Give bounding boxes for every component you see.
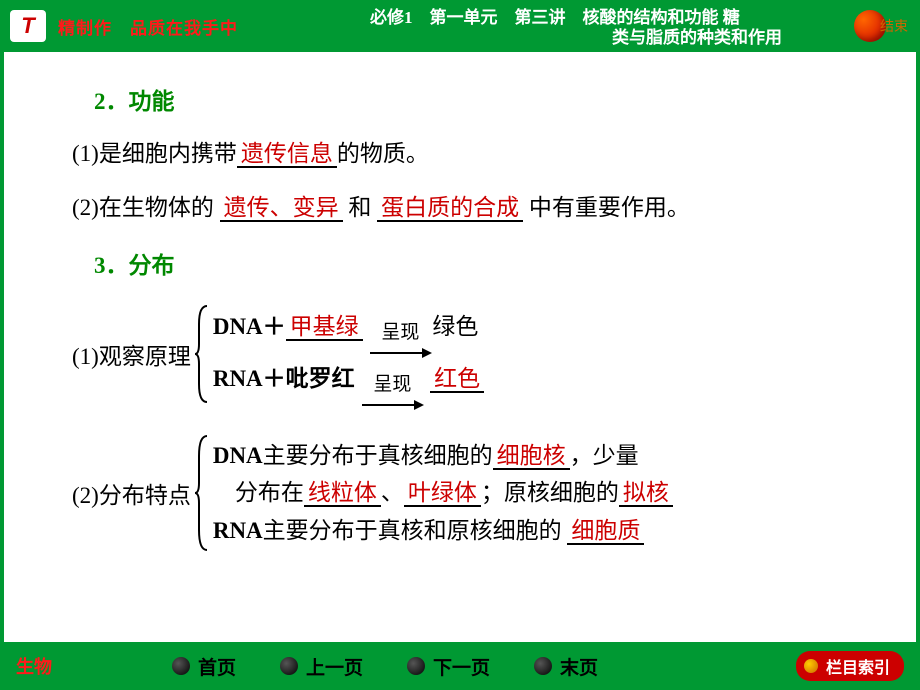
- dot-icon: [407, 657, 425, 675]
- fill-heredity: 遗传、变异: [220, 195, 343, 222]
- logo: T: [10, 10, 46, 42]
- section-3-title: 3．分布: [94, 246, 876, 280]
- nav-next[interactable]: 下一页: [407, 653, 490, 680]
- chapter-title-line1: 必修1 第一单元 第三讲 核酸的结构和功能 糖: [370, 8, 782, 28]
- logo-text: T: [21, 13, 34, 39]
- dot-icon: [280, 657, 298, 675]
- index-label: 栏目索引: [826, 654, 890, 678]
- text: 的物质。: [337, 141, 429, 166]
- dist-label: (2)分布特点: [72, 476, 191, 510]
- function-line-2: (2)在生物体的 遗传、变异 和 蛋白质的合成 中有重要作用。: [72, 192, 876, 224]
- index-button[interactable]: 栏目索引: [796, 651, 904, 681]
- fill-methyl-green: 甲基绿: [286, 314, 363, 341]
- nav-prev[interactable]: 上一页: [280, 653, 363, 680]
- t3: 主要分布于真核和原核细胞的: [263, 518, 562, 543]
- section-2-title: 2．功能: [94, 82, 876, 116]
- text: DNA＋: [213, 314, 286, 339]
- end-label: 结束: [880, 16, 908, 36]
- arrow: 呈现: [370, 304, 430, 355]
- dist-row-2: 分布在线粒体、叶绿体；原核细胞的拟核: [213, 474, 673, 512]
- text: 分布在: [235, 480, 304, 505]
- text: (2)在生物体的: [72, 195, 214, 220]
- brace-icon: [193, 434, 211, 552]
- subject-label: 生物: [16, 653, 52, 679]
- function-line-1: (1)是细胞内携带遗传信息的物质。: [72, 138, 876, 170]
- text: ，少量: [570, 443, 639, 468]
- end-button[interactable]: 结束: [854, 10, 908, 42]
- text: 中有重要作用。: [529, 195, 690, 220]
- fill-protein-synthesis: 蛋白质的合成: [377, 195, 523, 222]
- dist-row-1: DNA主要分布于真核细胞的细胞核，少量: [213, 437, 673, 475]
- text: (1)是细胞内携带: [72, 141, 237, 166]
- fill-mitochondria: 线粒体: [304, 480, 381, 507]
- dot-icon: [804, 659, 818, 673]
- fill-genetic-info: 遗传信息: [237, 141, 337, 168]
- fill-red-color: 红色: [430, 366, 484, 393]
- motto-text: 精制作 品质在我手中: [58, 14, 238, 39]
- dist-row-3: RNA主要分布于真核和原核细胞的 细胞质: [213, 512, 673, 550]
- dna-row: DNA＋甲基绿 呈现绿色: [213, 302, 484, 354]
- t1: 主要分布于真核细胞的: [263, 443, 493, 468]
- nav-label: 上一页: [306, 653, 363, 680]
- nav-label: 首页: [198, 653, 236, 680]
- fill-nucleoid: 拟核: [619, 480, 673, 507]
- dot-icon: [534, 657, 552, 675]
- arrow-text: 呈现: [373, 374, 411, 395]
- header-bar: T 精制作 品质在我手中 必修1 第一单元 第三讲 核酸的结构和功能 糖 类与脂…: [0, 0, 920, 52]
- arrow: 呈现: [362, 356, 422, 407]
- nav-label: 末页: [560, 653, 598, 680]
- text: 、: [381, 480, 404, 505]
- dist-content: DNA主要分布于真核细胞的细胞核，少量 分布在线粒体、叶绿体；原核细胞的拟核 R…: [213, 437, 673, 551]
- observation-principle: (1)观察原理 DNA＋甲基绿 呈现绿色 RNA＋吡罗红 呈现 红色: [72, 302, 876, 406]
- text: RNA＋吡罗红: [213, 366, 355, 391]
- text: 和: [348, 195, 371, 220]
- chapter-title-line2: 类与脂质的种类和作用: [612, 28, 782, 48]
- nav-group: 首页 上一页 下一页 末页: [172, 653, 598, 680]
- fill-chloroplast: 叶绿体: [404, 480, 481, 507]
- footer-bar: 生物 首页 上一页 下一页 末页 栏目索引: [0, 642, 920, 690]
- nav-last[interactable]: 末页: [534, 653, 598, 680]
- distribution-feature: (2)分布特点 DNA主要分布于真核细胞的细胞核，少量 分布在线粒体、叶绿体；原…: [72, 434, 876, 552]
- fill-nucleus: 细胞核: [493, 443, 570, 470]
- fill-cytoplasm: 细胞质: [567, 518, 644, 545]
- brace-icon: [193, 304, 211, 404]
- nav-label: 下一页: [433, 653, 490, 680]
- obs-label: (1)观察原理: [72, 337, 191, 371]
- chapter-title: 必修1 第一单元 第三讲 核酸的结构和功能 糖 类与脂质的种类和作用: [370, 8, 782, 48]
- content-area: 2．功能 (1)是细胞内携带遗传信息的物质。 (2)在生物体的 遗传、变异 和 …: [0, 52, 920, 642]
- nav-home[interactable]: 首页: [172, 653, 236, 680]
- dot-icon: [172, 657, 190, 675]
- text: 绿色: [432, 314, 478, 339]
- rna-row: RNA＋吡罗红 呈现 红色: [213, 354, 484, 406]
- text: ；原核细胞的: [481, 480, 619, 505]
- arrow-text: 呈现: [381, 322, 419, 343]
- obs-content: DNA＋甲基绿 呈现绿色 RNA＋吡罗红 呈现 红色: [213, 302, 484, 406]
